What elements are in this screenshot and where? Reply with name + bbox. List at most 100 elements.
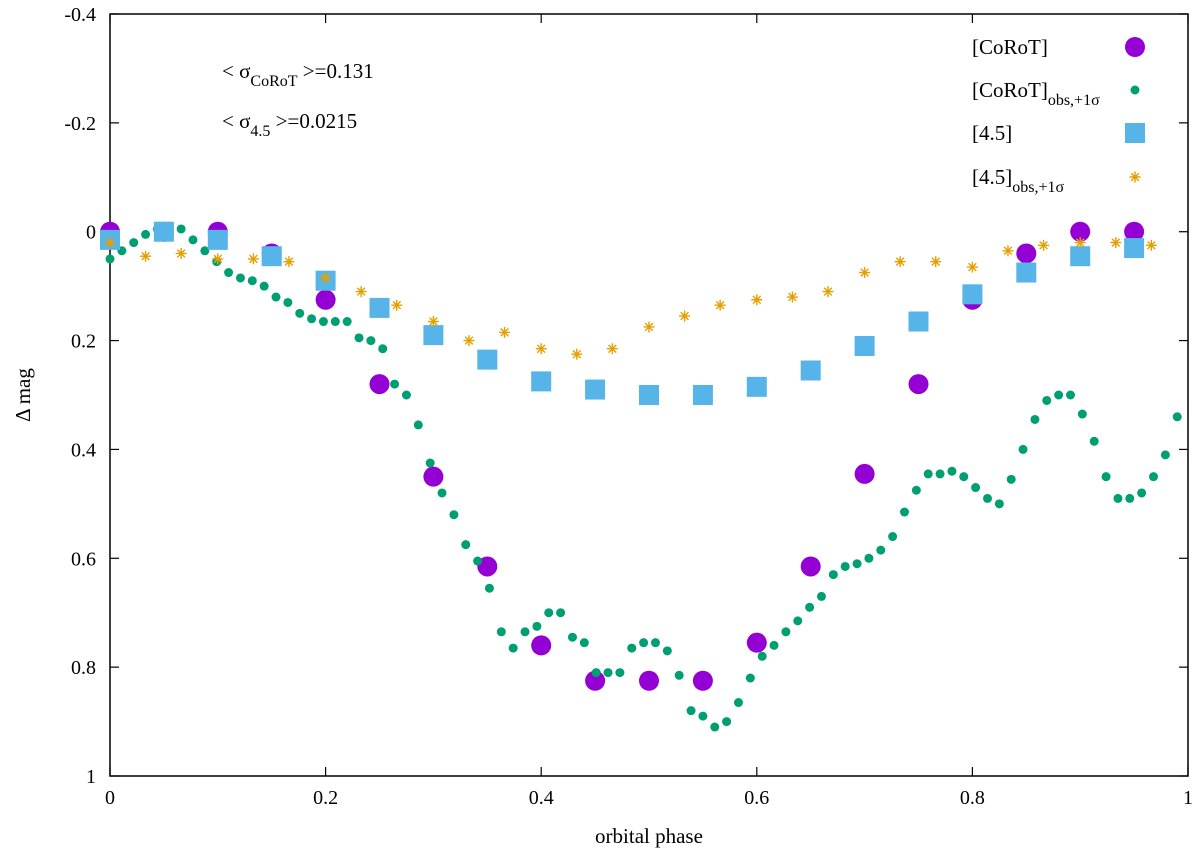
data-point (140, 250, 152, 262)
data-point (307, 314, 317, 324)
y-tick-label: -0.2 (64, 113, 96, 135)
data-point (947, 466, 957, 476)
data-point (129, 238, 139, 248)
data-point (603, 668, 613, 678)
axis-tick-labels: 0 0.2 0.4 0.6 0.8 1 -0.4 -0.2 0 0.2 0.4 0.6 0.8 1 (64, 4, 1193, 809)
x-tick-label: 0 (105, 787, 115, 809)
data-point (781, 627, 791, 637)
data-point (859, 267, 871, 279)
data-point (1113, 493, 1123, 503)
data-point (746, 632, 767, 653)
data-point (1065, 390, 1075, 400)
data-point (908, 374, 929, 395)
legend-marker (1129, 171, 1141, 183)
data-point (864, 553, 874, 563)
data-point (698, 711, 708, 721)
data-point (662, 646, 672, 656)
x-tick-label: 0.6 (744, 787, 769, 809)
data-point (852, 559, 862, 569)
data-point (639, 638, 649, 648)
data-point (1016, 243, 1037, 264)
data-point (427, 316, 439, 328)
data-point (556, 608, 566, 618)
y-tick-label: -0.4 (64, 4, 96, 26)
legend-label: [4.5]obs,+1σ (972, 165, 1065, 196)
y-tick-label: 1 (86, 766, 96, 788)
data-point (259, 281, 269, 291)
data-point (854, 336, 875, 357)
data-point (295, 308, 305, 318)
data-point (261, 246, 282, 267)
y-tick-label: 0.6 (71, 548, 96, 570)
data-point (800, 556, 821, 577)
y-tick-label: 0 (86, 222, 96, 244)
data-point (639, 385, 659, 405)
data-point (1137, 488, 1147, 498)
data-point (212, 253, 224, 265)
data-point (355, 286, 367, 298)
data-point (283, 297, 293, 307)
data-point (499, 326, 511, 338)
data-point (822, 286, 834, 298)
data-point (342, 317, 352, 327)
data-point (175, 247, 187, 259)
data-point (1110, 237, 1122, 249)
data-point (840, 561, 850, 571)
data-point (674, 670, 684, 680)
data-point (876, 545, 886, 555)
data-point (423, 325, 444, 346)
data-point (318, 317, 328, 327)
data-point (786, 291, 798, 303)
data-point (104, 237, 116, 249)
data-point (966, 261, 978, 273)
legend-marker (1125, 123, 1145, 143)
data-point (1042, 395, 1052, 405)
data-point (585, 379, 606, 400)
series-2 (100, 221, 1145, 405)
data-point (571, 348, 583, 360)
data-point (1070, 221, 1091, 242)
data-point (982, 493, 992, 503)
data-point (437, 488, 447, 498)
data-point (1074, 237, 1086, 249)
data-point (461, 540, 471, 550)
series-1 (105, 221, 1182, 732)
data-point (1149, 472, 1159, 482)
x-axis-label: orbital phase (595, 824, 703, 848)
data-point (413, 420, 423, 430)
data-point (477, 349, 498, 370)
legend: [CoRoT] [CoRoT]obs,+1σ [4.5] [4.5]obs,+1σ (972, 35, 1145, 196)
data-point (1002, 245, 1014, 257)
annotations: < σCoRoT >=0.131 < σ4.5 >=0.0215 (222, 59, 374, 140)
data-point (962, 284, 983, 305)
data-point (930, 256, 942, 268)
data-point (496, 627, 506, 637)
data-point (757, 651, 767, 661)
data-point (247, 276, 257, 286)
data-point (894, 256, 906, 268)
legend-label: [CoRoT]obs,+1σ (972, 78, 1100, 109)
y-tick-label: 0.2 (71, 331, 96, 353)
data-point (959, 472, 969, 482)
data-point (354, 333, 364, 343)
data-point (692, 385, 713, 405)
data-point (1018, 444, 1028, 454)
data-point (508, 643, 518, 653)
data-point (710, 722, 720, 732)
data-point (971, 483, 981, 493)
data-point (315, 289, 336, 310)
data-point (224, 268, 234, 278)
data-point (805, 602, 815, 612)
data-point (935, 469, 945, 479)
data-point (378, 344, 388, 354)
data-point (567, 632, 577, 642)
data-point (1145, 239, 1157, 251)
data-point (714, 299, 726, 311)
data-point (463, 335, 475, 347)
data-point (585, 670, 606, 691)
data-point (751, 294, 763, 306)
data-point (1077, 409, 1087, 419)
data-point (283, 256, 295, 268)
data-point (1124, 221, 1145, 242)
